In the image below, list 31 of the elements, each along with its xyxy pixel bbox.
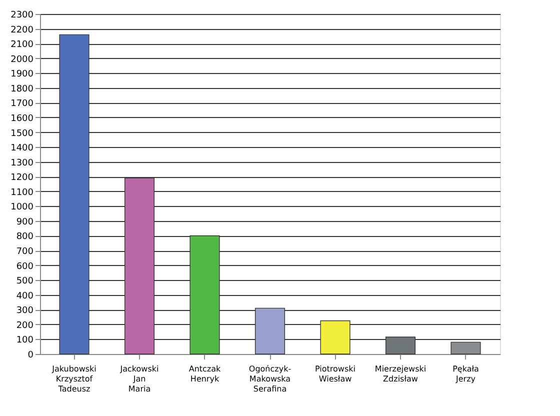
y-tick-label: 2000	[10, 54, 34, 65]
y-tick-label: 0	[28, 350, 34, 360]
y-tick-label: 2200	[10, 25, 34, 36]
y-tick-label: 700	[16, 247, 34, 258]
y-tick-label: 600	[16, 262, 34, 272]
y-tick-label: 400	[16, 291, 34, 302]
x-tick-label: Pękała Jerzy	[452, 364, 479, 384]
y-tick-label: 1600	[10, 114, 34, 124]
y-tick-label: 1900	[10, 70, 34, 80]
y-tick-label: 300	[16, 306, 34, 316]
x-tick-label: Mierzejewski Zdzisław	[374, 364, 426, 384]
x-tick-label: Jakubowski Krzysztof Tadeusz	[51, 364, 96, 394]
x-tick-label: Jackowski Jan Maria	[119, 364, 159, 394]
y-tick-label: 200	[16, 320, 34, 331]
y-tick-label: 500	[16, 276, 34, 287]
y-tick-label: 800	[16, 232, 34, 242]
x-tick-label: Antczak Henryk	[188, 364, 222, 384]
y-tick-label: 1300	[10, 158, 34, 168]
y-tick-label: 100	[16, 336, 34, 346]
y-tick-label: 1500	[10, 128, 34, 139]
y-tick-label: 2300	[10, 10, 34, 20]
y-tick-label: 1000	[10, 202, 34, 213]
x-tick-label: Ogończyk-Makowska Serafina	[248, 364, 292, 394]
y-tick-label: 1400	[10, 144, 34, 154]
y-tick-label: 900	[16, 217, 34, 228]
y-tick-label: 1100	[10, 188, 34, 198]
y-tick-label: 1700	[10, 99, 34, 110]
x-tick-label: Piotrowski Wiesław	[315, 364, 356, 384]
y-tick-label: 1200	[10, 173, 34, 184]
y-tick-label: 1800	[10, 84, 34, 94]
y-tick-label: 2100	[10, 40, 34, 50]
